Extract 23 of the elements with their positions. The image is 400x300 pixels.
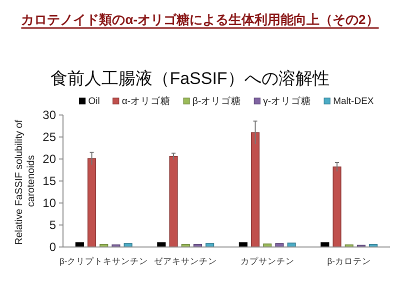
y-tick-label: 15 <box>42 174 56 188</box>
y-tick-label: 10 <box>42 196 56 210</box>
legend-label: Malt-DEX <box>333 96 374 107</box>
title: カロテノイド類のα-オリゴ糖による生体利用能向上（その2） <box>21 12 379 27</box>
x-tick-label: β-クリプトキサンチン <box>60 256 148 266</box>
subtitle: 食前人工腸液（FaSSIF）への溶解性 <box>50 69 330 88</box>
x-tick-label: カプサンチン <box>240 256 294 266</box>
x-tick-label: ゼアキサンチン <box>154 256 218 266</box>
bar <box>332 166 342 248</box>
ylabel: Relative FaSSIF solubility of carotenoids <box>14 120 37 245</box>
bar <box>250 132 260 248</box>
legend-label: β-オリゴ糖 <box>192 95 242 107</box>
bar <box>87 158 96 248</box>
y-tick-label: 0 <box>49 240 56 254</box>
x-tick-label: β-カロテン <box>327 256 371 266</box>
bar <box>169 156 178 248</box>
y-tick-label: 5 <box>49 218 56 232</box>
legend-label: α-オリゴ糖 <box>122 95 171 107</box>
y-tick-label: 20 <box>42 152 56 166</box>
legend-label: Oil <box>88 96 100 107</box>
y-tick-label: 25 <box>42 130 56 144</box>
y-tick-label: 30 <box>42 108 56 122</box>
legend-label: γ-オリゴ糖 <box>263 95 312 107</box>
